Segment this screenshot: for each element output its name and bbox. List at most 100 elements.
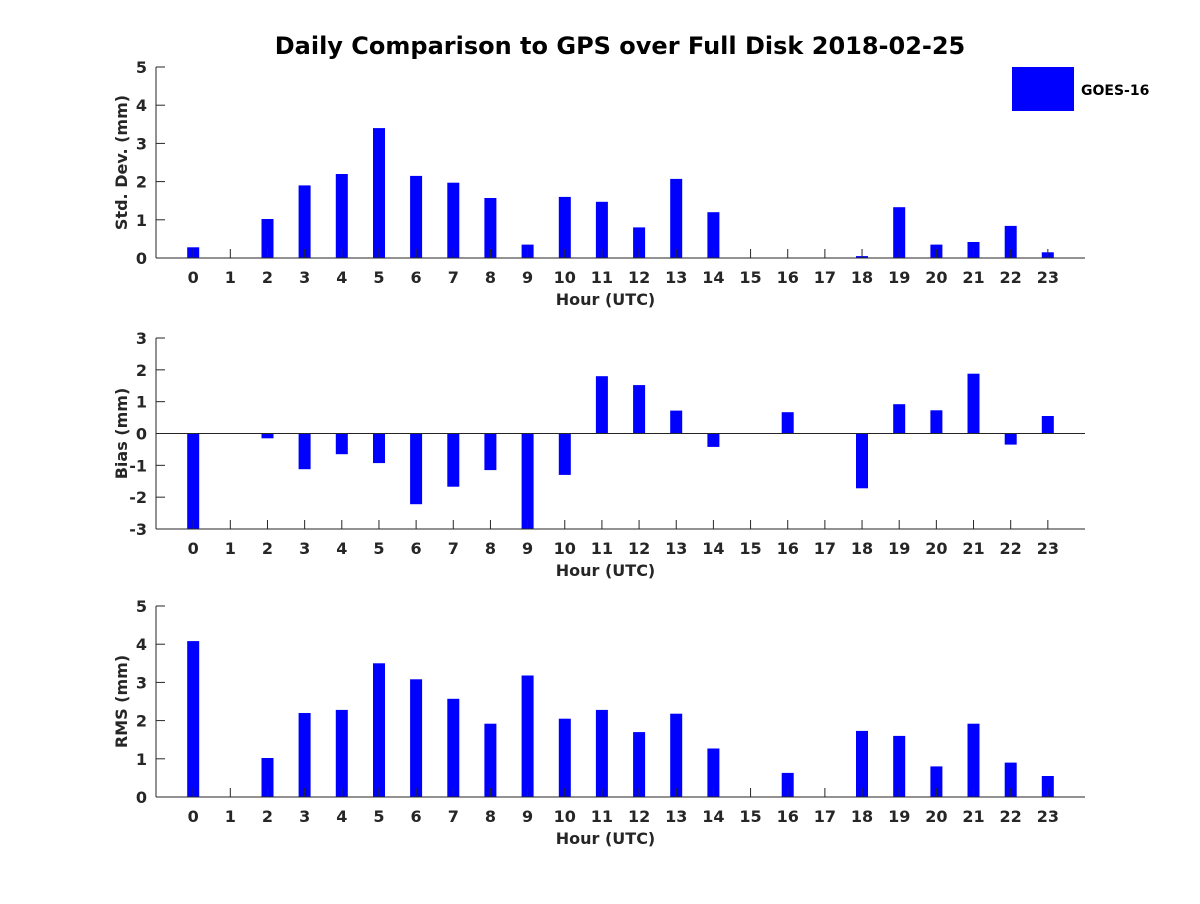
bar-hour-6 — [410, 433, 423, 505]
chart-title: Daily Comparison to GPS over Full Disk 2… — [275, 32, 966, 60]
x-tick-label: 16 — [777, 268, 799, 287]
bar-hour-12 — [633, 732, 646, 797]
x-tick-label: 1 — [225, 807, 236, 826]
x-tick-label: 2 — [262, 807, 273, 826]
x-tick-label: 20 — [925, 539, 947, 558]
x-tick-label: 14 — [702, 268, 724, 287]
chart-panel-3: 0 1 2 3 4 5 6 7 8 9 10 11 12 13 14 15 16 17 18 19 20 21 22 2301… — [112, 597, 1085, 848]
bar-hour-12 — [633, 385, 646, 434]
x-tick-label: 6 — [411, 268, 422, 287]
bar-hour-21 — [967, 723, 980, 797]
y-tick-label: 5 — [136, 58, 147, 77]
y-tick-label: -1 — [129, 456, 147, 475]
bar-hour-22 — [1004, 762, 1017, 797]
x-tick-label: 3 — [299, 268, 310, 287]
bar-hour-19 — [893, 207, 906, 258]
x-tick-label: 14 — [702, 539, 724, 558]
x-tick-label: 1 — [225, 268, 236, 287]
x-tick-label: 22 — [1000, 268, 1022, 287]
bar-hour-5 — [373, 128, 385, 258]
x-tick-label: 7 — [448, 539, 459, 558]
x-tick-label: 23 — [1037, 268, 1059, 287]
x-tick-label: 8 — [485, 807, 496, 826]
legend-swatch — [1012, 67, 1074, 111]
bar-hour-10 — [558, 433, 571, 475]
y-tick-label: 3 — [136, 329, 147, 348]
bar-hour-11 — [595, 201, 608, 258]
x-tick-label: 9 — [522, 539, 533, 558]
x-tick-label: 20 — [925, 807, 947, 826]
bar-hour-22 — [1004, 225, 1017, 258]
x-tick-label: 4 — [336, 539, 347, 558]
x-tick-label: 2 — [262, 539, 273, 558]
chart-panel-2: 0 1 2 3 4 5 6 7 8 9 10 11 12 13 14 15 16 17 18 19 20 21 22 23-3… — [112, 329, 1085, 580]
bar-hour-11 — [595, 376, 608, 434]
x-tick-label: 13 — [665, 539, 687, 558]
y-tick-label: -2 — [129, 488, 147, 507]
bar-hour-13 — [670, 178, 683, 258]
x-tick-label: 19 — [888, 807, 910, 826]
bar-hour-9 — [521, 675, 534, 797]
y-tick-label: 1 — [136, 211, 147, 230]
bar-hour-20 — [930, 410, 943, 434]
y-tick-label: 4 — [136, 96, 147, 115]
x-tick-label: 17 — [814, 807, 836, 826]
y-tick-label: -3 — [129, 520, 147, 539]
x-tick-label: 7 — [448, 807, 459, 826]
y-axis-label: Std. Dev. (mm) — [112, 95, 131, 230]
x-tick-label: 8 — [485, 539, 496, 558]
bar-hour-4 — [335, 433, 348, 455]
y-tick-label: 2 — [136, 712, 147, 731]
bar-hour-7 — [447, 182, 460, 258]
x-tick-label: 16 — [777, 539, 799, 558]
bar-hour-10 — [558, 196, 571, 258]
bar-hour-7 — [447, 433, 460, 487]
bar-hour-18 — [856, 730, 868, 797]
x-tick-label: 7 — [448, 268, 459, 287]
bar-hour-4 — [335, 174, 348, 258]
x-tick-label: 13 — [665, 268, 687, 287]
x-tick-label: 5 — [373, 807, 384, 826]
bar-hour-16 — [781, 412, 794, 434]
bar-hour-6 — [410, 175, 423, 258]
x-tick-label: 17 — [814, 539, 836, 558]
bar-hour-13 — [670, 410, 683, 434]
x-tick-label: 3 — [299, 539, 310, 558]
x-tick-label: 23 — [1037, 539, 1059, 558]
y-tick-label: 2 — [136, 361, 147, 380]
y-tick-label: 2 — [136, 173, 147, 192]
bar-hour-13 — [670, 713, 683, 797]
x-tick-label: 4 — [336, 807, 347, 826]
bar-hour-14 — [707, 433, 720, 447]
x-tick-label: 17 — [814, 268, 836, 287]
x-tick-label: 0 — [188, 268, 199, 287]
bar-hour-16 — [781, 772, 794, 797]
x-tick-label: 10 — [554, 268, 576, 287]
bar-hour-14 — [707, 748, 720, 797]
x-tick-label: 6 — [411, 539, 422, 558]
bar-hour-0 — [187, 641, 200, 797]
y-tick-label: 5 — [136, 597, 147, 616]
bar-hour-23 — [1041, 776, 1054, 797]
x-tick-label: 16 — [777, 807, 799, 826]
x-tick-label: 5 — [373, 539, 384, 558]
bar-hour-0 — [187, 433, 200, 529]
x-tick-label: 19 — [888, 268, 910, 287]
x-tick-label: 15 — [739, 807, 761, 826]
x-tick-label: 10 — [554, 807, 576, 826]
y-tick-label: 3 — [136, 673, 147, 692]
bar-hour-18 — [856, 433, 868, 489]
bar-hour-5 — [373, 433, 385, 464]
y-tick-label: 0 — [136, 425, 147, 444]
x-tick-label: 15 — [739, 539, 761, 558]
bar-hour-3 — [298, 433, 311, 470]
x-tick-label: 9 — [522, 268, 533, 287]
bar-hour-2 — [261, 433, 274, 439]
x-tick-label: 4 — [336, 268, 347, 287]
x-tick-label: 21 — [962, 268, 984, 287]
bar-hour-2 — [261, 758, 274, 797]
bar-hour-3 — [298, 713, 311, 797]
x-tick-label: 8 — [485, 268, 496, 287]
